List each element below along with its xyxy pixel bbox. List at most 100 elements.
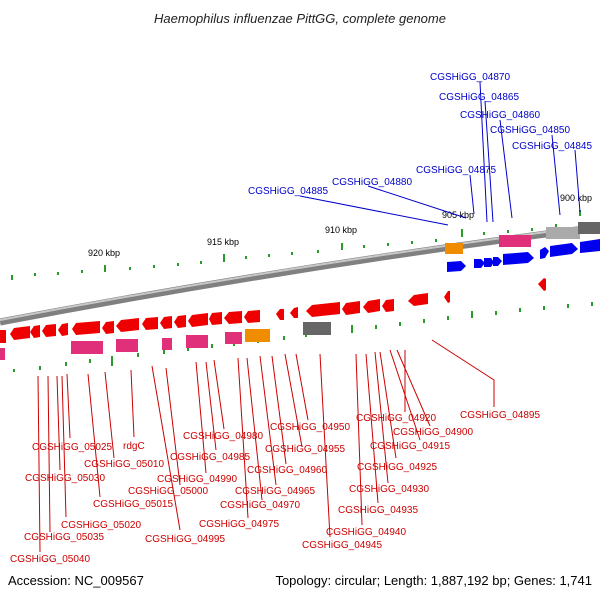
gene-label: CGSHiGG_04935 <box>338 505 418 516</box>
forward-gene-arrow <box>580 239 600 253</box>
connector-line <box>574 149 581 213</box>
connector-line <box>246 357 263 501</box>
scale-label-910kbp: 910 kbp <box>325 225 357 235</box>
outer-ticks <box>11 210 581 280</box>
connector-line <box>551 134 561 216</box>
connector-line <box>104 371 115 459</box>
forward-strand-track <box>445 222 600 272</box>
map-title: Haemophilus influenzae PittGG, complete … <box>154 11 446 26</box>
connector-line <box>205 361 217 451</box>
connector-line <box>319 353 331 538</box>
forward-gene-arrow <box>493 257 502 266</box>
pink-feature <box>0 348 5 360</box>
connector-line <box>47 375 51 533</box>
reverse-gene-arrow <box>102 321 114 334</box>
connector-line <box>195 361 207 474</box>
connector-line <box>365 353 379 504</box>
gene-label: CGSHiGG_04870 <box>430 72 510 83</box>
forward-gene-arrow <box>540 247 549 259</box>
gene-label: CGSHiGG_04985 <box>170 452 250 463</box>
gene-label: CGSHiGG_04975 <box>199 519 279 530</box>
gene-label: rdgC <box>123 441 145 452</box>
pink-feature <box>116 339 138 352</box>
connector-line <box>374 351 389 484</box>
gene-label: CGSHiGG_04925 <box>357 462 437 473</box>
reverse-label-connectors <box>37 339 495 553</box>
forward-gene-arrow <box>474 259 485 268</box>
connector-line <box>213 359 225 430</box>
connector-line <box>431 339 495 407</box>
gene-label: CGSHiGG_04965 <box>235 486 315 497</box>
gene-label: CGSHiGG_04990 <box>157 474 237 485</box>
reverse-gene-arrow <box>444 291 450 303</box>
reverse-gene-arrow <box>10 326 30 340</box>
reverse-gene-arrow <box>142 317 158 330</box>
reverse-gene-arrow <box>116 318 139 332</box>
reverse-gene-arrow <box>363 299 380 313</box>
inner-ticks <box>13 302 593 372</box>
gene-label: CGSHiGG_04980 <box>183 431 263 442</box>
reverse-gene-arrow <box>188 313 208 327</box>
reverse-gene-labels: CGSHiGG_04895 CGSHiGG_04920 CGSHiGG_0490… <box>10 410 540 565</box>
connector-line <box>295 353 309 421</box>
gene-label: CGSHiGG_04875 <box>416 165 496 176</box>
gene-label: CGSHiGG_04860 <box>460 110 540 121</box>
gene-label: CGSHiGG_05010 <box>84 459 164 470</box>
connector-line <box>37 375 41 553</box>
reverse-gene-arrow <box>42 324 56 337</box>
connector-line <box>389 349 421 441</box>
gene-label: CGSHiGG_05040 <box>10 554 90 565</box>
gene-label: CGSHiGG_04920 <box>356 413 436 424</box>
gene-label: CGSHiGG_04940 <box>326 527 406 538</box>
gene-label: CGSHiGG_04970 <box>220 500 300 511</box>
accession-text: Accession: NC_009567 <box>8 573 144 588</box>
reverse-gene-arrow <box>0 330 6 343</box>
pink-feature <box>499 235 531 247</box>
reverse-gene-arrow <box>244 310 260 323</box>
connector-line <box>499 119 513 219</box>
forward-gene-arrow <box>503 252 534 265</box>
gene-label: CGSHiGG_04915 <box>370 441 450 452</box>
forward-gene-labels: CGSHiGG_04870 CGSHiGG_04865 CGSHiGG_0486… <box>248 72 592 197</box>
connector-line <box>151 365 181 531</box>
reverse-gene-arrow <box>58 323 68 336</box>
reverse-gene-arrow <box>209 312 222 325</box>
gene-label: CGSHiGG_04850 <box>490 125 570 136</box>
grey-feature <box>578 222 600 234</box>
pink-feature <box>162 338 172 350</box>
connector-line <box>130 369 135 438</box>
gene-label: CGSHiGG_05025 <box>32 442 112 453</box>
connector-line <box>355 353 363 526</box>
connector-line <box>484 100 494 223</box>
connector-line <box>379 351 397 459</box>
orange-feature <box>445 243 463 254</box>
reverse-gene-arrow <box>382 299 394 312</box>
gene-label: CGSHiGG_05020 <box>61 520 141 531</box>
reverse-strand-track <box>0 278 546 360</box>
gene-label: CGSHiGG_04900 <box>393 427 473 438</box>
reverse-gene-arrow <box>306 302 340 317</box>
forward-gene-arrow <box>484 258 494 267</box>
connector-line <box>259 355 277 486</box>
connector-line <box>165 367 181 486</box>
connector-line <box>56 375 61 471</box>
reverse-gene-arrow <box>408 293 428 306</box>
reverse-gene-arrow <box>160 316 172 329</box>
gene-label: CGSHiGG_04930 <box>349 484 429 495</box>
forward-gene-arrow <box>550 243 578 257</box>
gene-label: CGSHiGG_04950 <box>270 422 350 433</box>
forward-label-connectors <box>299 81 581 226</box>
gene-label: CGSHiGG_05015 <box>93 499 173 510</box>
gene-label: CGSHiGG_04880 <box>332 177 412 188</box>
connector-line <box>367 185 467 219</box>
connector-line <box>469 174 475 215</box>
connector-line <box>284 353 303 448</box>
pink-feature <box>225 332 242 344</box>
connector-line <box>237 357 249 519</box>
reverse-gene-arrow <box>30 325 40 338</box>
scale-label-920kbp: 920 kbp <box>88 248 120 258</box>
reverse-gene-arrow <box>342 301 360 315</box>
gene-label: CGSHiGG_05030 <box>25 473 105 484</box>
connector-line <box>66 373 71 439</box>
light-grey-feature <box>546 227 580 239</box>
